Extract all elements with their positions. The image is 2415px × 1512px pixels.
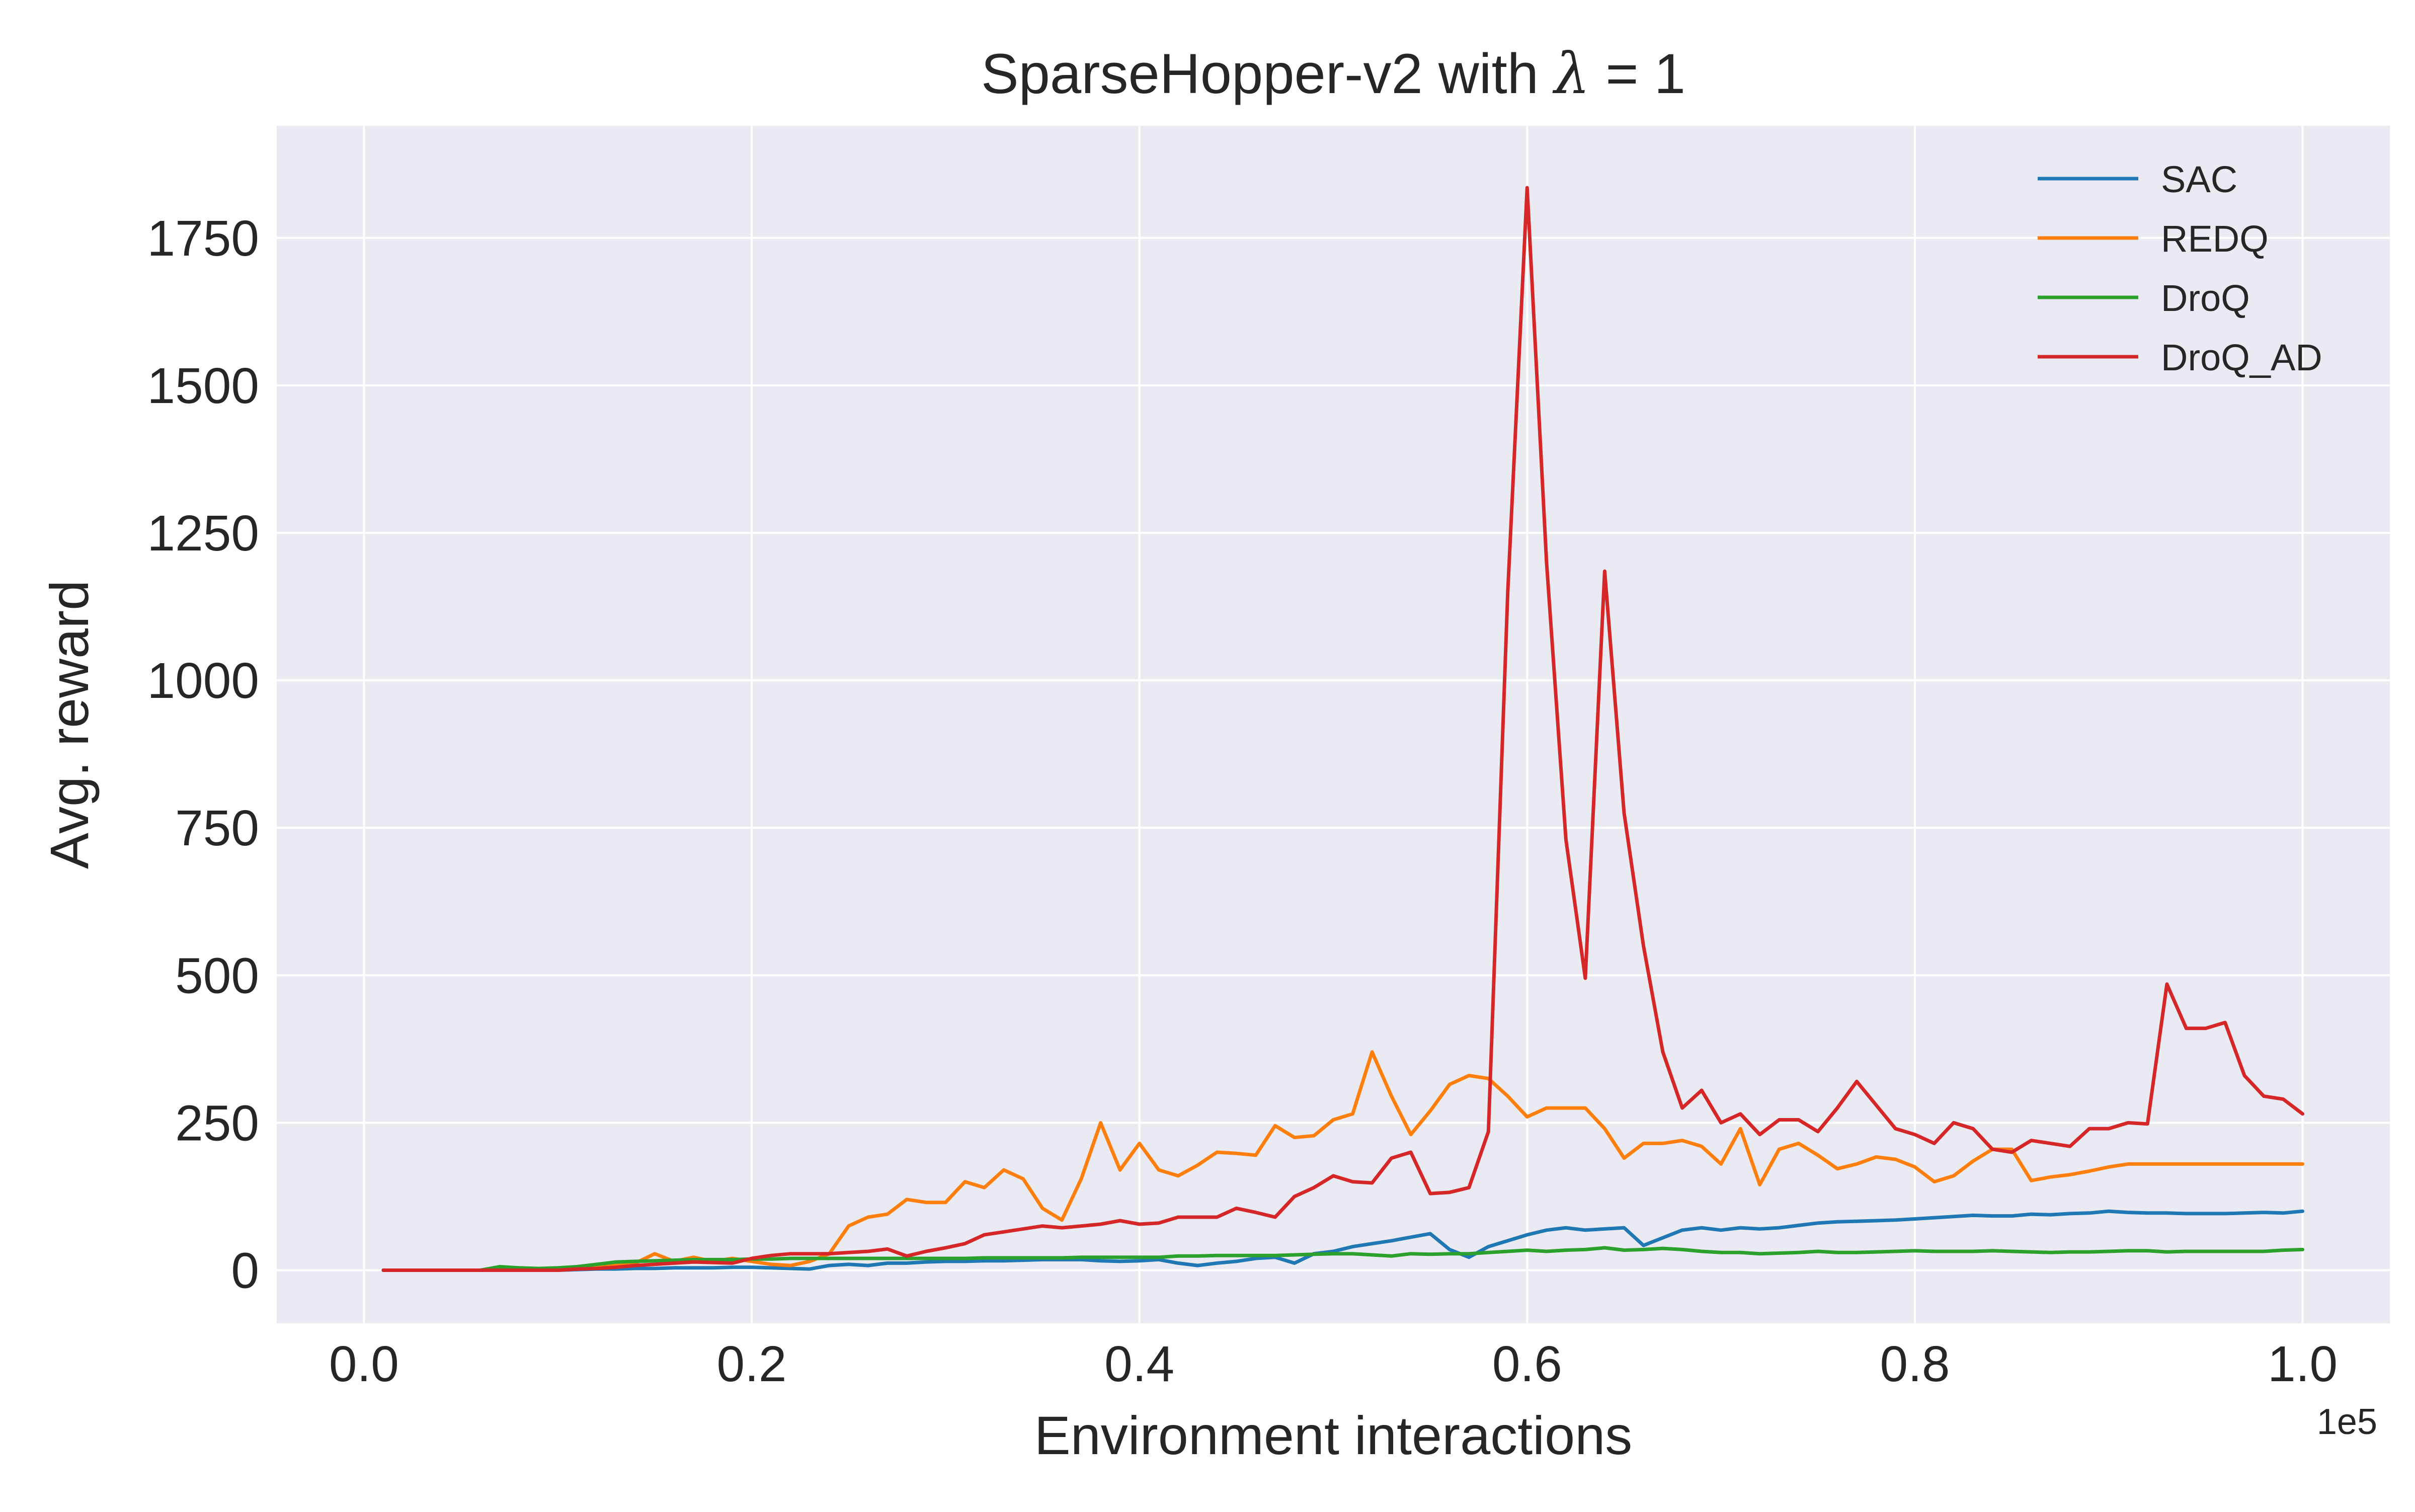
- y-tick-label: 750: [175, 800, 259, 856]
- series-line-droq-ad: [381, 186, 2305, 1272]
- series-lines: [381, 186, 2305, 1272]
- x-tick-label: 0.6: [1492, 1336, 1562, 1392]
- y-tick-label: 250: [175, 1095, 259, 1151]
- x-tick-label: 0.8: [1880, 1336, 1950, 1392]
- y-axis-label: Avg. reward: [39, 580, 100, 869]
- x-tick-label: 0.0: [329, 1336, 399, 1392]
- y-tick-label: 1250: [147, 505, 259, 562]
- legend-label-droq-ad: DroQ_AD: [2161, 337, 2322, 378]
- y-tick-label: 1500: [147, 358, 259, 414]
- chart-title-symbol: λ: [1552, 41, 1590, 107]
- y-axis-ticks: 0 250 500 750 1000 1250 1500 1750: [147, 210, 259, 1299]
- chart-title-rest: = 1: [1590, 42, 1685, 105]
- grid: [277, 126, 2390, 1323]
- chart-title: SparseHopper-v2 with λ = 1: [981, 41, 1685, 107]
- legend: SAC REDQ DroQ DroQ_AD: [2038, 158, 2322, 378]
- x-axis-offset-label: 1e5: [2317, 1402, 2377, 1442]
- x-tick-label: 0.2: [717, 1336, 787, 1392]
- legend-label-droq: DroQ: [2161, 277, 2250, 319]
- x-axis-label: Environment interactions: [1034, 1405, 1633, 1466]
- x-tick-label: 1.0: [2268, 1336, 2338, 1392]
- x-axis-ticks: 0.0 0.2 0.4 0.6 0.8 1.0: [329, 1336, 2338, 1392]
- y-tick-label: 1000: [147, 653, 259, 709]
- legend-label-redq: REDQ: [2161, 218, 2269, 260]
- x-tick-label: 0.4: [1104, 1336, 1174, 1392]
- y-tick-label: 0: [231, 1242, 259, 1299]
- y-tick-label: 1750: [147, 210, 259, 267]
- chart-title-main: SparseHopper-v2 with: [981, 42, 1554, 105]
- series-line-droq: [381, 1246, 2305, 1272]
- series-line-sac: [381, 1209, 2305, 1272]
- legend-label-sac: SAC: [2161, 158, 2237, 200]
- y-tick-label: 500: [175, 947, 259, 1004]
